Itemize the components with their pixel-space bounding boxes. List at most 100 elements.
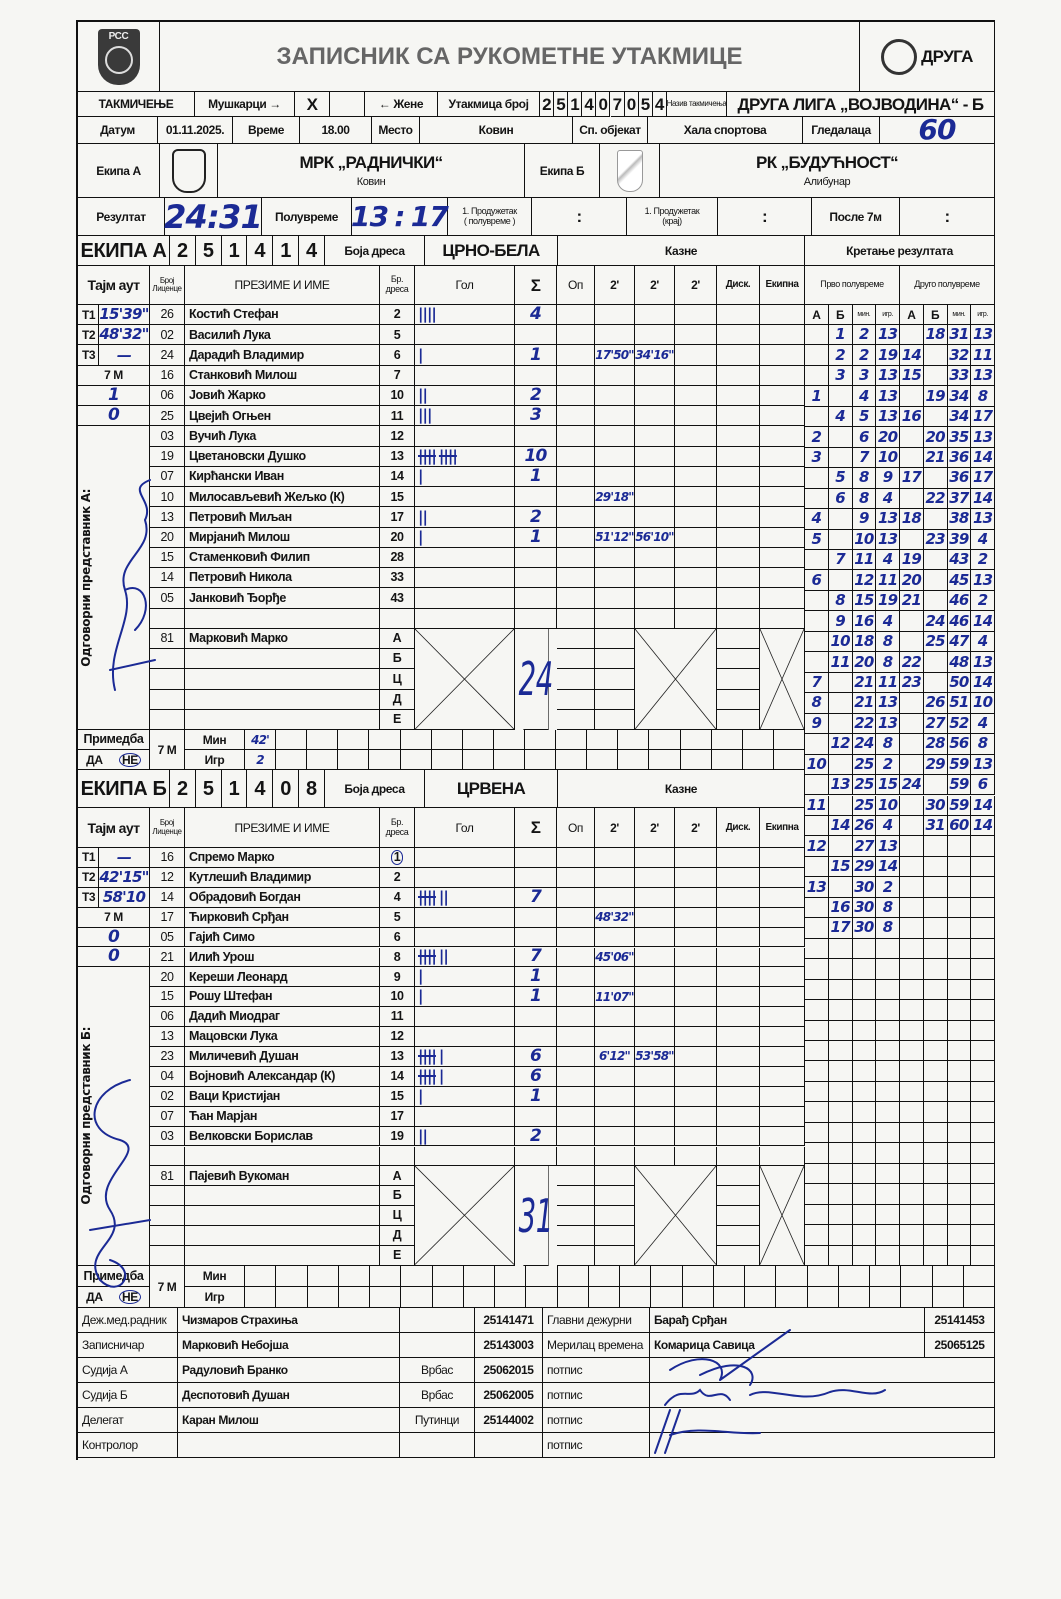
disqualification-cell[interactable] — [717, 1027, 760, 1047]
warning-cell[interactable] — [557, 887, 595, 908]
disqualification-cell[interactable] — [717, 1146, 760, 1167]
team-penalty-cell[interactable] — [760, 507, 805, 528]
team-penalty-cell[interactable] — [760, 1047, 805, 1067]
team-penalty-cell[interactable] — [760, 325, 805, 346]
seven-m-minute-cell[interactable] — [526, 1266, 558, 1287]
overtime1-half-score[interactable]: : — [532, 198, 627, 236]
women-option-mark[interactable] — [330, 92, 365, 117]
seven-m-player-cell[interactable] — [338, 750, 370, 770]
team-penalty-cell[interactable] — [760, 1146, 805, 1167]
warning-cell[interactable] — [557, 1066, 595, 1087]
warning-cell[interactable] — [557, 406, 595, 427]
signature-field[interactable] — [650, 1358, 995, 1383]
team-penalty-cell[interactable] — [760, 887, 805, 908]
seven-m-minute-cell[interactable] — [525, 730, 557, 750]
seven-m-minute-cell[interactable] — [245, 1266, 277, 1287]
seven-m-minute-cell[interactable] — [838, 1266, 870, 1287]
warning-cell[interactable] — [557, 689, 595, 710]
disqualification-cell[interactable] — [717, 867, 760, 888]
warning-cell[interactable] — [557, 1206, 595, 1227]
seven-m-player-cell[interactable] — [870, 1287, 902, 1308]
disqualification-cell[interactable] — [717, 305, 760, 326]
disqualification-cell[interactable] — [717, 1226, 760, 1246]
team-penalty-cell[interactable] — [760, 426, 805, 447]
seven-m-minute-cell[interactable] — [587, 730, 619, 750]
two-minute-cell[interactable] — [675, 867, 717, 888]
disqualification-cell[interactable] — [717, 527, 760, 548]
team-penalty-cell[interactable] — [760, 927, 805, 948]
seven-m-minute-cell[interactable] — [711, 730, 743, 750]
disqualification-cell[interactable] — [717, 947, 760, 968]
two-minute-cell[interactable] — [675, 608, 717, 629]
warning-cell[interactable] — [557, 1226, 595, 1246]
seven-m-minute-cell[interactable] — [307, 730, 339, 750]
warning-cell[interactable] — [557, 466, 595, 488]
seven-m-player-cell[interactable] — [618, 750, 650, 770]
disqualification-cell[interactable] — [717, 1166, 760, 1187]
two-minute-cell[interactable] — [675, 568, 717, 589]
seven-m-player-cell[interactable] — [776, 1287, 808, 1308]
seven-m-player-cell[interactable] — [901, 1287, 933, 1308]
disqualification-cell[interactable] — [717, 628, 760, 650]
disqualification-cell[interactable] — [717, 406, 760, 427]
team-penalty-cell[interactable] — [760, 1106, 805, 1127]
warning-cell[interactable] — [557, 487, 595, 508]
seven-m-minute-cell[interactable] — [618, 730, 650, 750]
disqualification-cell[interactable] — [717, 507, 760, 528]
disqualification-cell[interactable] — [717, 1206, 760, 1227]
warning-cell[interactable] — [557, 649, 595, 670]
warning-cell[interactable] — [557, 608, 595, 629]
disqualification-cell[interactable] — [717, 649, 760, 670]
team-penalty-cell[interactable] — [760, 547, 805, 569]
seven-m-player-cell[interactable] — [432, 1287, 464, 1308]
warning-cell[interactable] — [557, 927, 595, 948]
disqualification-cell[interactable] — [717, 385, 760, 407]
seven-m-player-cell[interactable] — [493, 750, 525, 770]
warning-cell[interactable] — [557, 1126, 595, 1147]
two-minute-cell[interactable] — [675, 1047, 717, 1067]
warning-cell[interactable] — [557, 1146, 595, 1167]
after-7m-score[interactable]: : — [900, 198, 995, 236]
seven-m-minute-cell[interactable] — [401, 1266, 433, 1287]
seven-m-player-cell[interactable] — [307, 1287, 339, 1308]
seven-m-minute-cell[interactable] — [307, 1266, 339, 1287]
disqualification-cell[interactable] — [717, 608, 760, 629]
team-penalty-cell[interactable] — [760, 907, 805, 928]
two-minute-cell[interactable] — [675, 365, 717, 386]
seven-m-minute-cell[interactable] — [742, 730, 774, 750]
two-minute-cell[interactable] — [675, 527, 717, 548]
warning-cell[interactable] — [557, 507, 595, 528]
seven-m-minute-cell[interactable] — [680, 730, 712, 750]
disqualification-cell[interactable] — [717, 1186, 760, 1207]
seven-m-player-cell[interactable] — [680, 750, 712, 770]
seven-m-minute-cell[interactable] — [431, 730, 463, 750]
two-minute-cell[interactable] — [675, 947, 717, 968]
seven-m-minute-cell[interactable] — [870, 1266, 902, 1287]
warning-cell[interactable] — [557, 305, 595, 326]
team-penalty-cell[interactable] — [760, 588, 805, 609]
seven-m-minute-cell[interactable] — [745, 1266, 777, 1287]
seven-m-minute-cell[interactable] — [651, 1266, 683, 1287]
seven-m-player-cell[interactable] — [588, 1287, 620, 1308]
two-minute-cell[interactable] — [675, 1086, 717, 1107]
two-minute-cell[interactable] — [675, 507, 717, 528]
seven-m-player-cell[interactable] — [742, 750, 774, 770]
disqualification-cell[interactable] — [717, 345, 760, 366]
seven-m-player-cell[interactable] — [369, 750, 401, 770]
warning-cell[interactable] — [557, 628, 595, 650]
warning-cell[interactable] — [557, 527, 595, 548]
disqualification-cell[interactable] — [717, 1086, 760, 1107]
two-minute-cell[interactable] — [675, 907, 717, 928]
seven-m-minute-cell[interactable] — [400, 730, 432, 750]
two-minute-cell[interactable] — [675, 426, 717, 447]
disqualification-cell[interactable] — [717, 568, 760, 589]
team-penalty-cell[interactable] — [760, 365, 805, 386]
two-minute-cell[interactable] — [675, 987, 717, 1008]
signature-field[interactable] — [650, 1408, 995, 1433]
warning-cell[interactable] — [557, 987, 595, 1008]
disqualification-cell[interactable] — [717, 967, 760, 988]
warning-cell[interactable] — [557, 1246, 595, 1266]
seven-m-player-cell[interactable] — [276, 1287, 308, 1308]
two-minute-cell[interactable] — [675, 487, 717, 508]
disqualification-cell[interactable] — [717, 987, 760, 1008]
